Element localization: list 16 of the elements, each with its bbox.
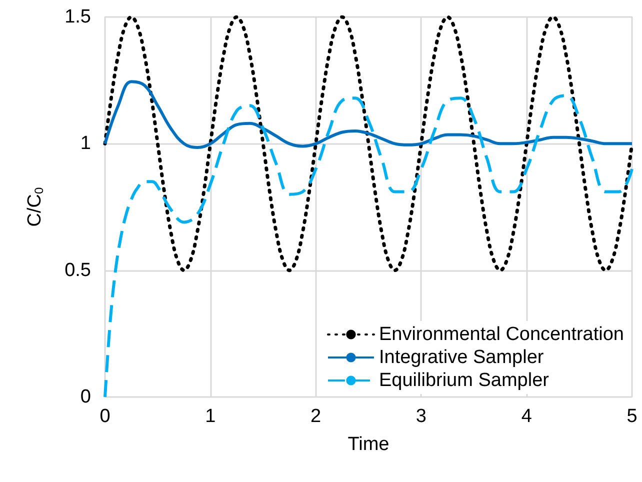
x-tick-label: 1 [205,406,216,427]
y-tick-label: 1.5 [64,6,91,28]
y-tick-label: 0.5 [64,260,91,281]
y-axis-title: C/C0 [24,186,46,227]
x-tick-label: 0 [100,406,110,427]
legend-label: Integrative Sampler [378,347,544,368]
y-tick-label: 1 [80,133,91,154]
x-tick-label: 3 [416,406,426,427]
line-series [104,80,634,149]
y-tick-label: 0 [80,386,91,408]
x-tick-label: 5 [626,406,638,427]
x-axis-title: Time [348,434,390,455]
legend-label: Environmental Concentration [378,324,624,345]
x-tick-label: 2 [310,406,322,427]
x-tick-label: 4 [521,406,532,427]
legend-label: Equilibrium Sampler [378,370,550,391]
